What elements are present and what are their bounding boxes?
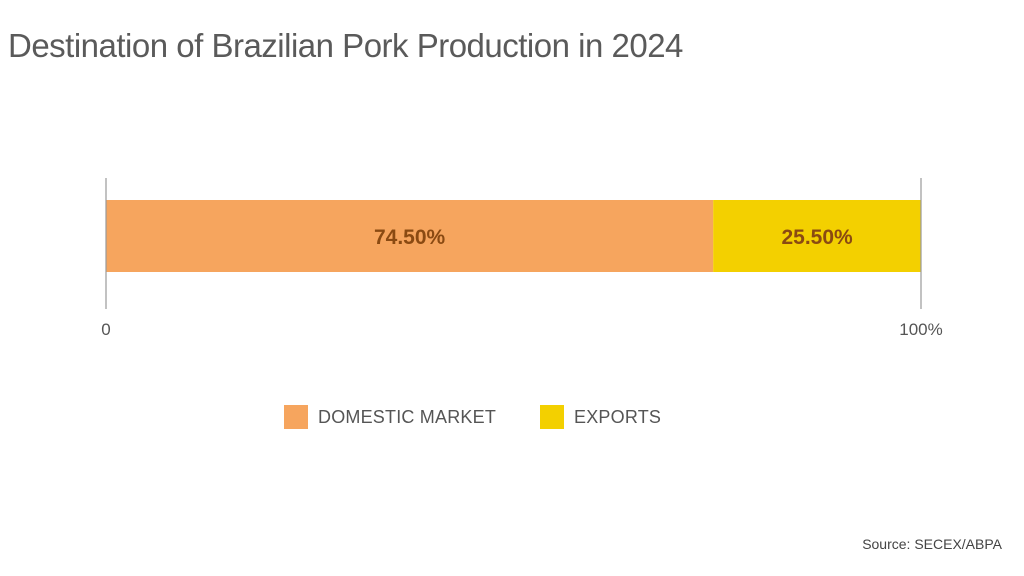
legend-label-exports: EXPORTS bbox=[574, 406, 662, 427]
bar-segment-exports bbox=[713, 200, 921, 272]
chart-title: Destination of Brazilian Pork Production… bbox=[8, 27, 683, 64]
chart-legend: DOMESTIC MARKET EXPORTS bbox=[284, 405, 705, 429]
legend-label-domestic-market: DOMESTIC MARKET bbox=[318, 406, 497, 427]
legend-swatch-domestic-market bbox=[284, 405, 308, 429]
data-label-exports: 25.50% bbox=[781, 226, 853, 249]
data-label-domestic-market: 74.50% bbox=[374, 226, 446, 249]
tick-label-end: 100% bbox=[899, 320, 942, 339]
bar-segment-domestic-market bbox=[106, 200, 714, 272]
legend-swatch-exports bbox=[540, 405, 565, 429]
tick-label-start: 0 bbox=[101, 320, 110, 339]
legend-item-domestic-market: DOMESTIC MARKET bbox=[284, 405, 496, 429]
legend-item-exports: EXPORTS bbox=[540, 405, 661, 429]
source-note: Source: SECEX/ABPA bbox=[862, 536, 1002, 552]
